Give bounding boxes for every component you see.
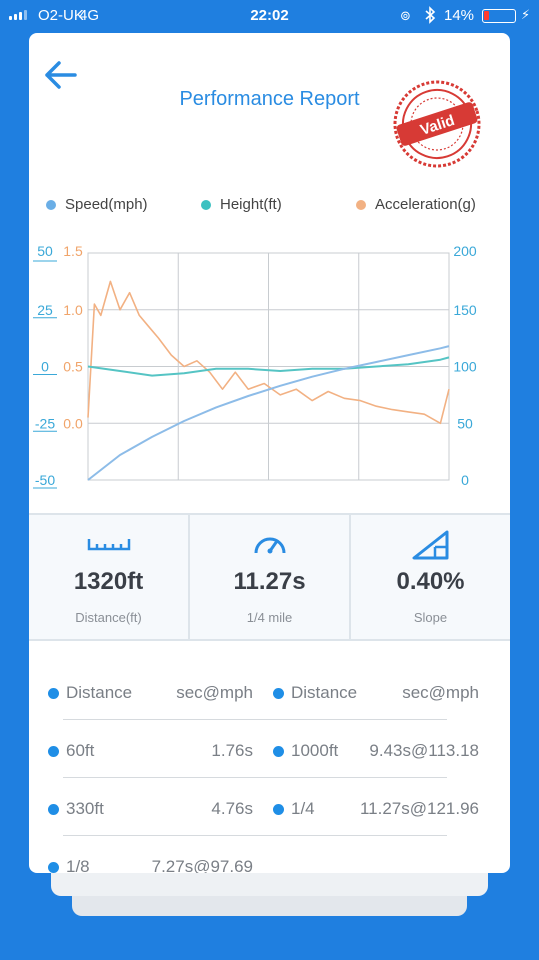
stat-value: 1320ft bbox=[73, 568, 144, 595]
accel-axis-tick-label: 0.5 bbox=[63, 359, 83, 375]
stat-label: 1/4 mile bbox=[246, 610, 293, 625]
chart-legend: Speed(mph) Height(ft) Acceleration(g) bbox=[29, 196, 510, 218]
charging-icon: ⚡ bbox=[521, 7, 531, 22]
legend-label: Speed(mph) bbox=[65, 196, 148, 213]
left-axis-tick-label: 50 bbox=[37, 243, 53, 259]
legend-label: Height(ft) bbox=[220, 196, 282, 213]
battery-icon bbox=[482, 9, 516, 23]
legend-item-height[interactable]: Height(ft) bbox=[201, 196, 282, 213]
bullet-icon bbox=[273, 804, 284, 815]
table-cell: 1/8 7.27s@97.69 bbox=[48, 845, 253, 873]
acceleration-line bbox=[87, 280, 450, 425]
split-distance: 1/8 bbox=[66, 857, 90, 873]
ruler-icon bbox=[29, 529, 188, 559]
stat-slope: 0.40% Slope bbox=[351, 515, 510, 639]
page-title: Performance Report bbox=[179, 88, 360, 110]
table-cell: 330ft 4.76s bbox=[48, 787, 253, 845]
right-axis-tick-label: 50 bbox=[457, 415, 473, 431]
table-cell: 1000ft 9.43s@113.18 bbox=[273, 729, 479, 787]
right-axis-tick-label: 200 bbox=[453, 243, 477, 259]
column-header: sec@mph bbox=[176, 683, 253, 702]
right-axis-tick-label: 0 bbox=[461, 472, 469, 488]
signal-icon bbox=[9, 10, 27, 20]
split-time: 9.43s@113.18 bbox=[369, 741, 479, 760]
stats-band: 1320ft Distance(ft) 11.27s 1/4 mile 0.40… bbox=[29, 513, 510, 641]
slope-icon bbox=[351, 529, 510, 560]
accel-axis-tick-label: 1.5 bbox=[63, 243, 83, 259]
speed-line bbox=[87, 345, 450, 481]
table-cell: 1/4 11.27s@121.96 bbox=[273, 787, 479, 845]
left-axis-tick-label: 25 bbox=[37, 302, 53, 318]
divider bbox=[63, 835, 447, 836]
column-header: sec@mph bbox=[402, 683, 479, 702]
bullet-icon bbox=[48, 804, 59, 815]
arrow-left-icon bbox=[45, 61, 77, 89]
carrier-label: O2-UK bbox=[38, 7, 84, 24]
split-time: 7.27s@97.69 bbox=[151, 857, 253, 873]
split-distance: 1/4 bbox=[291, 799, 315, 818]
legend-dot-height bbox=[201, 199, 211, 210]
divider bbox=[63, 719, 447, 720]
table-cell: Distance sec@mph bbox=[48, 671, 253, 729]
stat-distance: 1320ft Distance(ft) bbox=[29, 515, 190, 639]
performance-chart: 50 25 0 -25 -50 1.5 1.0 0.5 0.0 200 150 100 50 0 bbox=[33, 243, 477, 489]
split-distance: 1000ft bbox=[291, 741, 339, 760]
accel-axis-tick-label: 1.0 bbox=[63, 302, 83, 318]
speedometer-icon bbox=[190, 529, 349, 559]
stat-label: Distance(ft) bbox=[75, 610, 142, 625]
accel-axis-tick-label: 0.0 bbox=[63, 415, 83, 431]
height-line bbox=[87, 356, 450, 377]
divider bbox=[63, 777, 447, 778]
split-time: 11.27s@121.96 bbox=[359, 799, 479, 818]
split-distance: 330ft bbox=[66, 799, 104, 818]
bullet-icon bbox=[48, 746, 59, 757]
bullet-icon bbox=[273, 688, 284, 699]
legend-label: Acceleration(g) bbox=[375, 196, 476, 213]
bluetooth-icon bbox=[424, 6, 436, 28]
table-row: 1/8 7.27s@97.69 bbox=[29, 845, 510, 873]
split-time: 4.76s bbox=[211, 799, 253, 818]
table-row: 330ft 4.76s 1/4 11.27s@121.96 bbox=[29, 787, 510, 845]
left-axis-tick-label: -50 bbox=[35, 472, 55, 488]
back-button[interactable] bbox=[43, 59, 79, 91]
report-card: Performance Report Valid Speed(mph) Heig… bbox=[29, 33, 510, 873]
bullet-icon bbox=[48, 862, 59, 873]
legend-item-speed[interactable]: Speed(mph) bbox=[46, 196, 148, 213]
clock: 22:02 bbox=[250, 7, 289, 24]
stat-time: 11.27s 1/4 mile bbox=[190, 515, 351, 639]
split-times-table: Distance sec@mph Distance sec@mph 60ft 1… bbox=[29, 671, 510, 873]
left-axis-tick-label: -25 bbox=[35, 415, 55, 431]
table-row: 60ft 1.76s 1000ft 9.43s@113.18 bbox=[29, 729, 510, 787]
legend-dot-speed bbox=[46, 199, 56, 210]
column-header: Distance bbox=[66, 683, 133, 702]
stat-value: 0.40% bbox=[396, 568, 465, 595]
legend-dot-acceleration bbox=[356, 199, 366, 210]
battery-percent: 14% bbox=[444, 7, 475, 24]
table-cell: Distance sec@mph bbox=[273, 671, 479, 729]
status-bar: O2-UK 4G 22:02 ⊚ 14% ⚡ bbox=[0, 0, 539, 32]
valid-stamp-icon: Valid bbox=[393, 80, 481, 168]
table-header-row: Distance sec@mph Distance sec@mph bbox=[29, 671, 510, 729]
bullet-icon bbox=[48, 688, 59, 699]
stat-value: 11.27s bbox=[233, 568, 306, 595]
legend-item-acceleration[interactable]: Acceleration(g) bbox=[356, 196, 476, 213]
right-axis-tick-label: 150 bbox=[453, 302, 477, 318]
column-header: Distance bbox=[291, 683, 358, 702]
network-type: 4G bbox=[79, 7, 100, 24]
stat-label: Slope bbox=[413, 610, 448, 625]
left-axis-tick-label: 0 bbox=[41, 359, 49, 375]
right-axis-tick-label: 100 bbox=[453, 359, 477, 375]
orientation-lock-icon: ⊚ bbox=[400, 8, 411, 23]
bullet-icon bbox=[273, 746, 284, 757]
table-cell: 60ft 1.76s bbox=[48, 729, 253, 787]
split-time: 1.76s bbox=[211, 741, 253, 760]
split-distance: 60ft bbox=[66, 741, 95, 760]
